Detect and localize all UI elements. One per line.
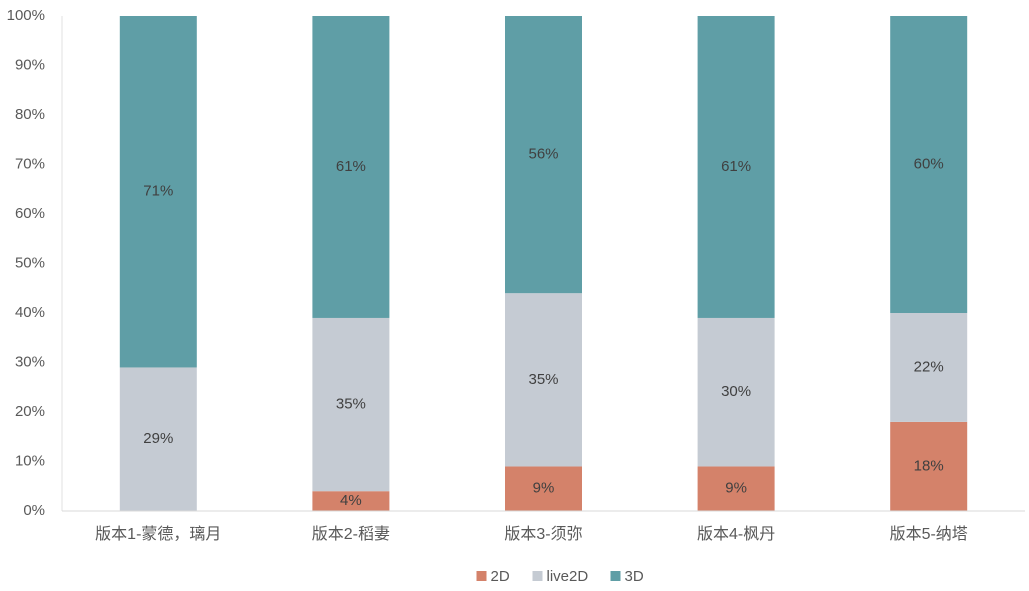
bar-segment [312,317,390,492]
data-label: 9% [725,480,747,497]
y-tick-label: 20% [15,403,45,420]
data-label: 35% [336,396,366,413]
data-label: 61% [721,158,751,175]
data-label: 22% [914,358,944,375]
y-tick-label: 90% [15,56,45,73]
bar-segment [505,466,582,511]
bar-segment [505,16,582,294]
bar-segment [890,421,968,511]
bar-segment [890,16,968,313]
y-tick-label: 80% [15,106,45,123]
data-label: 29% [143,430,173,447]
data-label: 60% [914,155,944,172]
legend-label: 2D [491,568,510,585]
y-tick-label: 100% [7,7,45,24]
data-label: 61% [336,158,366,175]
legend-swatch [476,571,487,581]
x-tick-label: 版本5-纳塔 [890,525,968,543]
legend-swatch [610,571,621,581]
legend-label: live2D [547,568,589,585]
x-tick-label: 版本1-蒙德，璃月 [95,525,221,543]
bar-segment [697,317,775,467]
x-tick-label: 版本4-枫丹 [697,525,775,543]
x-tick-label: 版本2-稻妻 [312,525,390,543]
bar-segment [119,367,197,511]
bar-segment [312,491,390,511]
y-tick-label: 0% [23,502,45,519]
y-tick-label: 30% [15,353,45,370]
legend-swatch [532,571,543,581]
bar-segment [119,16,197,368]
data-label: 9% [533,480,555,497]
y-tick-label: 10% [15,452,45,469]
data-label: 18% [914,457,944,474]
data-label: 4% [340,492,362,509]
bar-segment [697,16,775,318]
data-label: 71% [143,183,173,200]
bar-segment [890,313,968,422]
bar-segment [505,293,582,467]
y-tick-label: 70% [15,155,45,172]
data-label: 56% [528,146,558,163]
data-label: 35% [528,371,558,388]
y-tick-label: 40% [15,304,45,321]
y-tick-label: 60% [15,205,45,222]
data-label: 30% [721,383,751,400]
bar-segment [312,16,390,318]
x-tick-label: 版本3-须弥 [504,525,582,543]
y-tick-label: 50% [15,254,45,271]
legend-label: 3D [625,568,644,585]
bar-segment [697,466,775,511]
